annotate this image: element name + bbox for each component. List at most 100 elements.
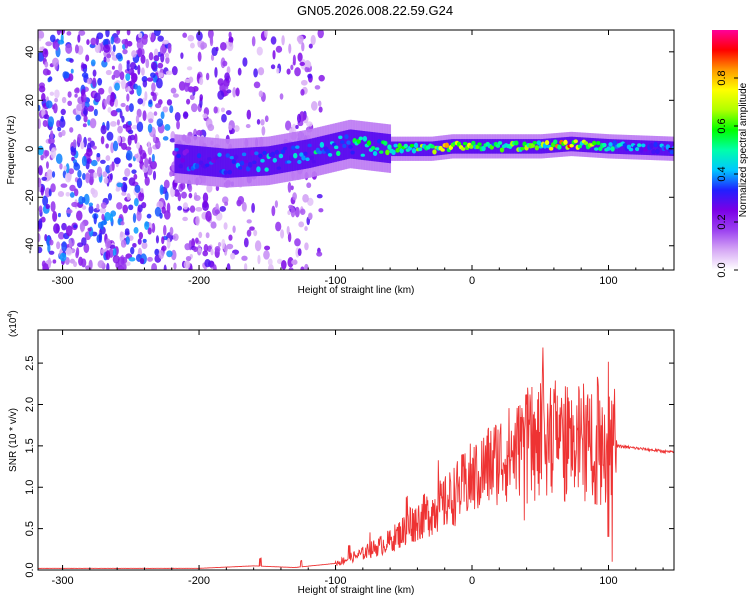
ridge-band: [575, 137, 578, 152]
ridge-band: [513, 139, 516, 154]
noise-dot: [162, 106, 169, 113]
noise-dot: [97, 260, 105, 269]
ridge-spot: [338, 135, 343, 140]
noise-dot: [226, 263, 231, 270]
noise-dot: [42, 119, 48, 128]
noise-dot: [221, 196, 229, 204]
noise-dot: [81, 258, 87, 268]
ridge-band: [352, 129, 355, 159]
noise-dot: [141, 241, 148, 250]
noise-dot: [254, 240, 262, 252]
noise-dot: [128, 177, 136, 186]
noise-dot: [155, 139, 161, 150]
ridge-band: [577, 137, 580, 152]
noise-dot: [108, 86, 113, 95]
ridge-spot: [241, 152, 247, 157]
noise-dot: [136, 142, 141, 150]
ridge-band: [393, 141, 396, 157]
noise-dot: [66, 209, 73, 214]
ridge-spot: [514, 140, 519, 146]
noise-dot: [69, 58, 74, 63]
ridge-spot: [641, 143, 646, 148]
noise-dot: [100, 124, 107, 135]
noise-dot: [166, 237, 171, 249]
noise-dot: [75, 114, 81, 122]
ridge-spot: [223, 170, 228, 175]
ridge-spot: [217, 152, 222, 157]
noise-dot: [148, 157, 152, 165]
ridge-band: [197, 146, 200, 176]
noise-dot: [205, 232, 210, 239]
noise-dot: [251, 36, 256, 47]
noise-dot: [41, 260, 46, 268]
noise-dot: [88, 205, 94, 214]
noise-dot: [88, 169, 95, 174]
colorbar: 0.0 0.2 0.4 0.6 0.8 Normalized spectral ampl…: [712, 30, 749, 278]
ridge-spot: [264, 167, 269, 172]
ridge-spot: [460, 147, 466, 151]
ridge-spot: [301, 155, 306, 161]
noise-dot: [214, 67, 218, 78]
ridge-spot: [358, 136, 363, 141]
noise-dot: [112, 247, 117, 258]
noise-dot: [67, 91, 72, 98]
noise-dot: [148, 52, 154, 61]
ridge-spot: [636, 143, 642, 148]
ridge-spot: [307, 143, 312, 148]
noise-dot: [193, 195, 201, 202]
noise-dot: [53, 103, 58, 114]
ridge-band: [285, 143, 288, 173]
noise-dot: [81, 237, 87, 246]
ridge-spot: [475, 144, 480, 150]
noise-dot: [237, 196, 245, 205]
noise-dot: [144, 176, 150, 186]
ridge-band: [375, 132, 378, 162]
noise-dot: [40, 154, 44, 161]
ridge-band: [500, 139, 503, 154]
ridge-band: [320, 136, 323, 166]
colorbar-tick-label: 0.6: [716, 118, 728, 133]
noise-dot: [160, 53, 165, 63]
ridge-band: [433, 141, 436, 156]
ridge-spot: [280, 149, 286, 154]
y-tick-label: 1.5: [24, 438, 36, 453]
noise-dot: [103, 56, 107, 63]
noise-dot: [105, 238, 111, 249]
noise-dot: [160, 111, 165, 120]
noise-dot: [206, 184, 213, 193]
ridge-spot: [309, 155, 314, 161]
ridge-spot: [291, 145, 296, 151]
noise-dot: [50, 201, 56, 213]
ridge-band: [462, 139, 465, 154]
noise-dot: [147, 145, 153, 156]
ridge-band: [235, 148, 238, 178]
y-tick-label: -40: [24, 238, 36, 254]
ridge-band: [559, 137, 562, 153]
colorbar-tick-label: 0.0: [716, 262, 728, 277]
noise-dot: [49, 34, 56, 43]
noise-dot: [65, 43, 73, 54]
ridge-band: [225, 148, 228, 178]
noise-dot: [119, 231, 124, 238]
noise-dot: [154, 248, 160, 256]
noise-dot: [271, 205, 276, 217]
ridge-spot: [655, 148, 660, 155]
ridge-spot: [229, 155, 235, 160]
noise-dot: [65, 247, 73, 256]
noise-dot: [185, 255, 192, 262]
noise-dot: [210, 54, 215, 61]
noise-dot: [76, 210, 83, 221]
ridge-band: [619, 139, 622, 155]
ridge-band: [520, 139, 523, 154]
ridge-band: [351, 129, 354, 159]
ridge-band: [597, 138, 600, 153]
noise-dot: [62, 71, 69, 79]
noise-dot: [253, 81, 261, 89]
noise-dot: [93, 92, 101, 103]
noise-dot: [87, 227, 92, 232]
noise-dot: [151, 222, 156, 233]
ridge-band: [362, 131, 365, 161]
noise-dot: [77, 34, 81, 43]
ridge-spot: [360, 153, 366, 157]
